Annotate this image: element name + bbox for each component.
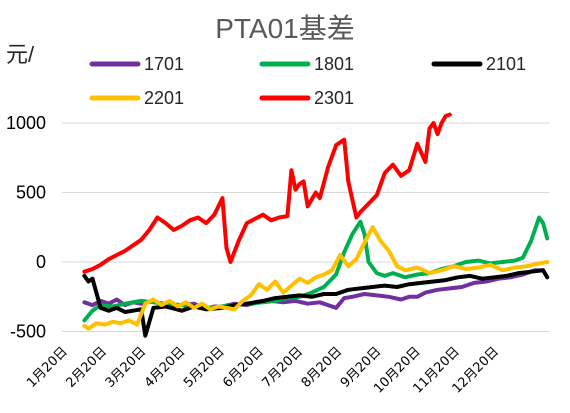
legend: 1701 1801 2101 2201 2301 xyxy=(89,54,526,108)
series-line-2301 xyxy=(82,112,452,274)
y-tick-label-3: 1000 xyxy=(6,113,46,133)
legend-label-1801: 1801 xyxy=(314,54,354,74)
y-tick-label-2: 500 xyxy=(16,182,46,202)
y-tick-label-0: -500 xyxy=(10,322,46,342)
series-line-2201 xyxy=(82,225,550,331)
y-axis-unit: 元/ xyxy=(6,42,35,67)
chart-title: PTA01基差 xyxy=(215,13,355,44)
series-line-2101 xyxy=(82,268,550,338)
series-line-1701 xyxy=(82,268,546,312)
legend-label-2101: 2101 xyxy=(486,54,526,74)
legend-label-2301: 2301 xyxy=(314,88,354,108)
series-lines xyxy=(82,112,550,338)
y-tick-labels: -500 0 500 1000 xyxy=(6,113,46,342)
legend-label-1701: 1701 xyxy=(144,54,184,74)
y-tick-label-1: 0 xyxy=(36,252,46,272)
series-line-1801 xyxy=(82,215,550,323)
legend-label-2201: 2201 xyxy=(144,88,184,108)
